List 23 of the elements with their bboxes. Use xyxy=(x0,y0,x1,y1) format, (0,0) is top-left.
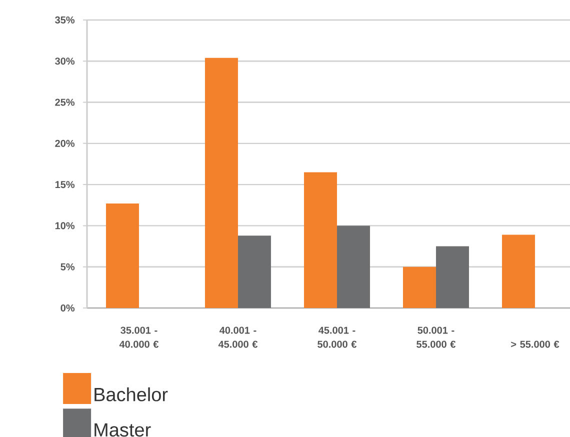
legend-label: Bachelor xyxy=(94,387,168,402)
legend-label: Master xyxy=(94,423,151,437)
bar xyxy=(336,226,370,308)
y-tick-label: 0% xyxy=(60,304,75,312)
bar xyxy=(436,246,469,308)
bar xyxy=(502,234,535,308)
y-tick-label: 30% xyxy=(55,58,75,65)
bar xyxy=(238,236,271,308)
y-tick-label: 5% xyxy=(60,263,75,270)
y-tick-label: 10% xyxy=(55,222,75,230)
x-tick-label: 50.001 - 55.000 € xyxy=(416,326,456,348)
x-tick-label: 45.001 - 50.000 € xyxy=(318,326,357,348)
x-tick-label: > 55.000 € xyxy=(511,340,560,348)
y-tick-label: 35% xyxy=(55,16,75,24)
x-tick-label: 40.001 - 45.000 € xyxy=(218,326,258,348)
bar xyxy=(402,266,436,308)
y-tick-label: 20% xyxy=(55,140,75,147)
bar xyxy=(106,203,139,308)
bar xyxy=(304,172,337,308)
bar xyxy=(204,58,238,308)
y-tick-label: 15% xyxy=(55,181,75,188)
x-tick-label: 35.001 - 40.000 € xyxy=(119,326,159,348)
y-tick-label: 25% xyxy=(55,98,75,106)
